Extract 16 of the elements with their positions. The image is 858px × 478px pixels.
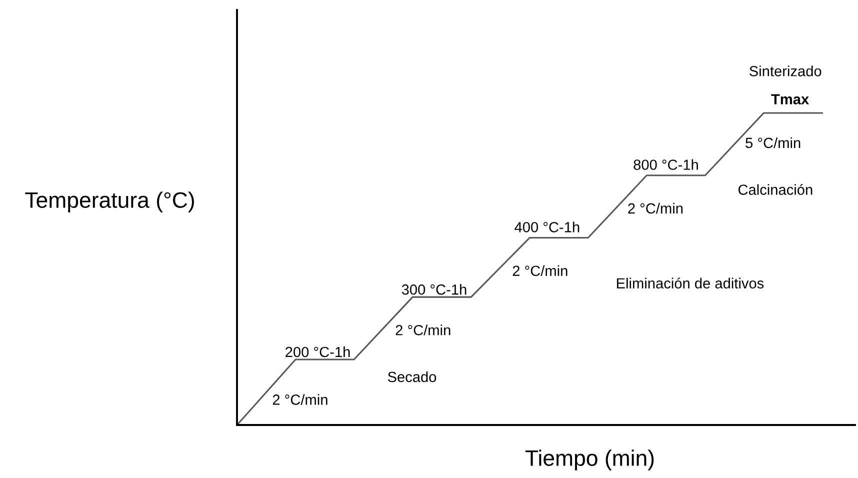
text: Tmax <box>771 94 809 104</box>
text: Sinterizado <box>750 66 822 76</box>
annotation: 800 °C-1h <box>634 159 698 170</box>
y-axis-title: Temperatura (°C) <box>25 192 194 212</box>
x-axis-title: Tiempo (min) <box>525 450 654 470</box>
annotation: 5 °C/min <box>746 137 800 148</box>
annotation: 2 °C/min <box>272 394 328 405</box>
annotation: Secado <box>388 371 436 382</box>
annotation: 400 °C-1h <box>514 222 580 232</box>
annotation: Eliminación de aditivos <box>616 278 764 288</box>
annotation: 2 °C/min <box>512 265 568 276</box>
annotation: Calcinación <box>738 184 812 195</box>
annotation: 200 °C-1h <box>286 346 350 358</box>
annotation: 2 °C/min <box>396 324 450 336</box>
annotation: 300 °C-1h <box>402 284 466 295</box>
annotation: 2 °C/min <box>628 202 683 214</box>
